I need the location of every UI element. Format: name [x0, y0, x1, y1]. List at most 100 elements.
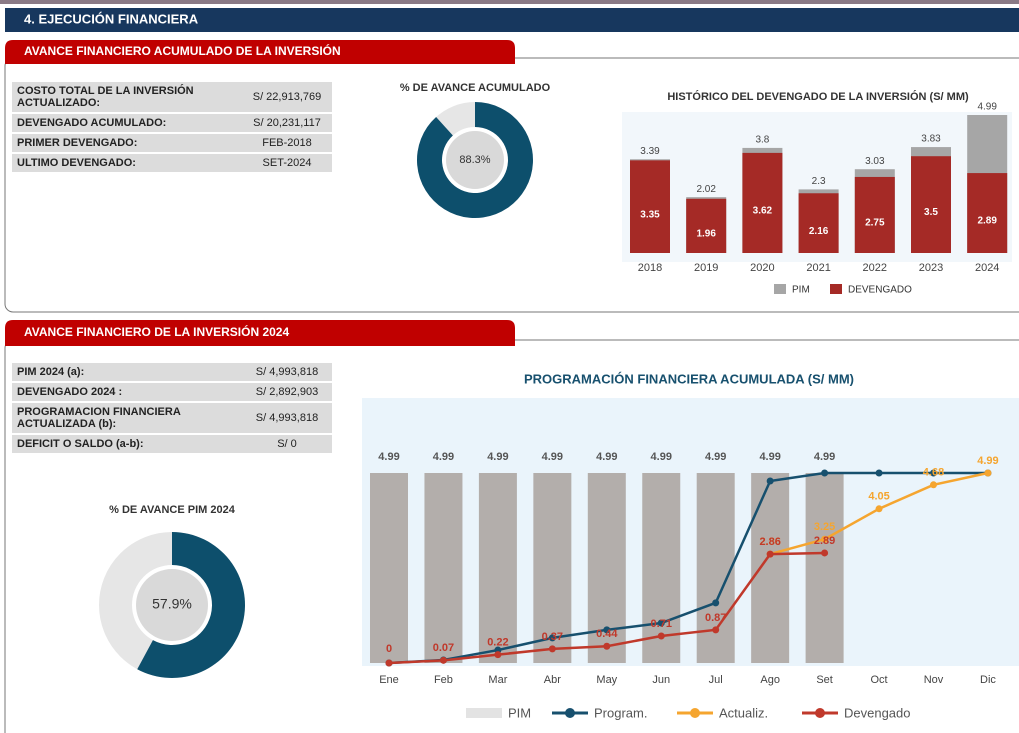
cell-value: S/ 2,892,903: [242, 383, 332, 401]
data-label: 0.07: [433, 642, 454, 654]
cell-value: S/ 4,993,818: [242, 403, 332, 433]
x-tick-label: 2021: [806, 262, 830, 274]
panel-title: AVANCE FINANCIERO DE LA INVERSIÓN 2024: [24, 324, 289, 339]
x-tick-label: 2020: [750, 262, 774, 274]
x-tick-label: Oct: [870, 674, 887, 686]
bar: [630, 160, 670, 253]
legend-swatch: [466, 708, 502, 718]
bar: [533, 473, 572, 663]
data-label: 3.35: [640, 209, 660, 220]
cell-label: DEFICIT O SALDO (a-b):: [12, 435, 242, 453]
summary-table: PIM 2024 (a): S/ 4,993,818 DEVENGADO 2024 …: [12, 361, 332, 455]
donut-title: % DE AVANCE ACUMULADO: [400, 82, 551, 94]
x-tick-label: Dic: [980, 674, 996, 686]
donut-arc: [137, 532, 245, 678]
x-tick-label: Set: [816, 674, 833, 686]
data-label: 3.39: [640, 146, 660, 157]
point: [821, 535, 829, 543]
point: [548, 645, 556, 653]
point: [766, 550, 774, 558]
point: [712, 626, 720, 634]
data-label: 2.16: [809, 226, 829, 237]
data-label: 0.22: [487, 637, 508, 649]
data-label: 0.44: [596, 628, 618, 640]
bar: [967, 173, 1008, 253]
data-label: 4.99: [977, 455, 998, 467]
cell-label: DEVENGADO ACUMULADO:: [12, 114, 242, 132]
point: [657, 619, 665, 627]
data-label: 0: [386, 643, 392, 655]
point: [603, 626, 611, 634]
data-label: 3.5: [924, 207, 938, 218]
x-tick-label: Jul: [709, 674, 723, 686]
x-tick-label: Ago: [760, 674, 780, 686]
data-label: 2.89: [814, 535, 835, 547]
cell-value: S/ 0: [242, 435, 332, 453]
point: [385, 659, 393, 667]
data-label: 4.99: [651, 451, 672, 463]
data-label: 4.99: [977, 102, 997, 113]
table-row: DEVENGADO 2024 : S/ 2,892,903: [12, 383, 332, 401]
cell-value: FEB-2018: [242, 134, 332, 152]
header-title: 4. EJECUCIÓN FINANCIERA: [24, 11, 199, 26]
bar: [370, 473, 408, 663]
cell-label: PIM 2024 (a):: [12, 363, 242, 381]
table-row: COSTO TOTAL DE LA INVERSIÓN ACTUALIZADO:…: [12, 82, 332, 112]
legend-label: Devengado: [844, 705, 911, 720]
x-tick-label: 2018: [638, 262, 662, 274]
x-tick-label: Nov: [924, 674, 944, 686]
data-label: 1.96: [696, 229, 716, 240]
panel-title: AVANCE FINANCIERO ACUMULADO DE LA INVERS…: [24, 43, 341, 58]
table-row: DEVENGADO ACUMULADO: S/ 20,231,117: [12, 114, 332, 132]
point: [821, 549, 829, 557]
donut-label: 88.3%: [459, 154, 490, 166]
series-line: [388, 471, 988, 665]
plot-bg: [362, 398, 1019, 666]
legend-label: Program.: [594, 705, 647, 720]
point: [875, 469, 883, 477]
chart-title: PROGRAMACIÓN FINANCIERA ACUMULADA (S/ MM…: [524, 371, 854, 386]
x-tick-label: Mar: [488, 674, 507, 686]
bar: [805, 473, 844, 663]
table-row: PROGRAMACION FINANCIERA ACTUALIZADA (b):…: [12, 403, 332, 433]
bar: [424, 473, 463, 663]
point: [766, 477, 774, 485]
bar: [751, 473, 790, 663]
cell-label: PROGRAMACION FINANCIERA ACTUALIZADA (b):: [12, 403, 242, 433]
legend-label: PIM: [508, 705, 531, 720]
header-bar: [5, 8, 1019, 32]
bar: [478, 473, 517, 663]
point: [548, 634, 556, 642]
data-label: 4.99: [487, 451, 508, 463]
bar: [798, 193, 839, 253]
data-label: 3.03: [865, 156, 885, 167]
legend-label: PIM: [792, 285, 810, 296]
bar: [854, 176, 895, 253]
table-row: PRIMER DEVENGADO: FEB-2018: [12, 134, 332, 152]
data-label: 4.99: [542, 451, 563, 463]
bar: [742, 152, 783, 253]
table-row: PIM 2024 (a): S/ 4,993,818: [12, 363, 332, 381]
data-label: 4.99: [378, 451, 399, 463]
data-label: 0.71: [651, 618, 672, 630]
data-label: 2.89: [977, 216, 997, 227]
x-tick-label: 2023: [919, 262, 943, 274]
legend-swatch: [830, 284, 842, 294]
x-tick-label: May: [596, 674, 617, 686]
data-label: 4.99: [433, 451, 454, 463]
table-row: ULTIMO DEVENGADO: SET-2024: [12, 154, 332, 172]
data-label: 2.75: [865, 218, 885, 229]
bar: [642, 473, 681, 663]
data-label: 0.37: [542, 631, 563, 643]
data-label: 3.83: [921, 134, 941, 145]
data-label: 2.86: [759, 536, 780, 548]
point: [712, 599, 720, 607]
data-label: 2.86: [759, 536, 780, 548]
donut-center: [446, 131, 504, 189]
cell-value: S/ 4,993,818: [242, 363, 332, 381]
chart-title: HISTÓRICO DEL DEVENGADO DE LA INVERSIÓN …: [667, 90, 969, 103]
data-label: 3.8: [755, 135, 769, 146]
data-label: 4.99: [814, 451, 835, 463]
donut-label: 57.9%: [152, 596, 192, 612]
